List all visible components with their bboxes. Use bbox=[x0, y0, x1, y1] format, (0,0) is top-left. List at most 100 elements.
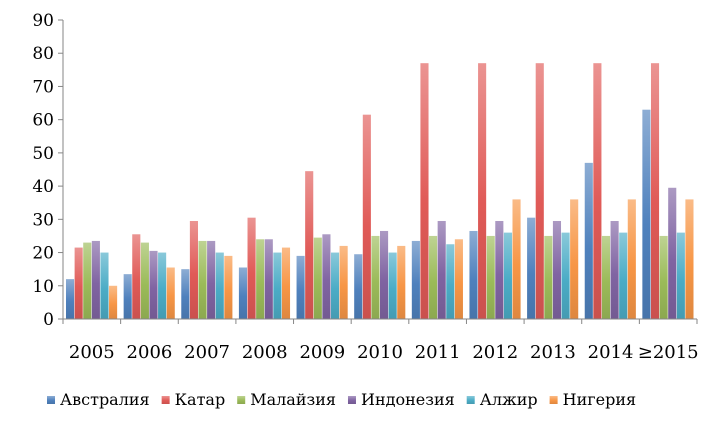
bar-Нигерия-2011 bbox=[454, 239, 463, 319]
bar-Малайзия-2009 bbox=[313, 237, 322, 319]
bar-Малайзия-2014 bbox=[601, 235, 611, 319]
bar-Нигерия-2013 bbox=[570, 199, 579, 319]
legend-swatch bbox=[549, 396, 558, 404]
legend-label: Малайзия bbox=[250, 390, 336, 409]
legend-item: Индонезия bbox=[347, 390, 455, 409]
bar-Алжир-2012 bbox=[503, 232, 512, 319]
bar-Индонезия-2014 bbox=[610, 220, 619, 319]
x-tick-labels: 2005 2006 2007 2008 2009 2010 2011 2012 2013 2014… bbox=[69, 342, 699, 363]
y-tick-label: 90 bbox=[32, 11, 54, 31]
bar-Алжир-2007 bbox=[215, 252, 224, 319]
legend-label: Катар bbox=[175, 390, 226, 409]
bar-Нигерия-2008 bbox=[281, 247, 291, 319]
legend-item: Австралия bbox=[47, 390, 150, 409]
y-tick-labels: 0 10 20 30 40 50 60 70 80 90 bbox=[32, 11, 54, 330]
bars bbox=[66, 63, 694, 320]
legend: Австралия Катар Малайзия Индонезия Алжир Ниге… bbox=[47, 390, 636, 409]
bar-Индонезия-2013 bbox=[552, 220, 562, 319]
bar-Алжир-2009 bbox=[330, 252, 340, 319]
bar-Катар-2012 bbox=[478, 63, 487, 319]
legend-swatch bbox=[347, 396, 356, 404]
bar-Австралия-≥2015 bbox=[642, 109, 651, 319]
bar-Индонезия-2011 bbox=[437, 220, 446, 319]
x-tick-label: 2009 bbox=[299, 342, 345, 363]
x-tick-label: 2007 bbox=[184, 342, 230, 363]
legend-item: Алжир bbox=[466, 390, 538, 409]
y-tick-label: 40 bbox=[32, 177, 54, 197]
x-tick-label: 2006 bbox=[127, 342, 173, 363]
bar-Катар-2010 bbox=[362, 114, 371, 320]
bar-Индонезия-2010 bbox=[380, 230, 389, 319]
bar-Австралия-2008 bbox=[238, 267, 248, 319]
legend-swatch bbox=[47, 396, 55, 404]
x-tick-label: 2005 bbox=[69, 342, 115, 363]
bar-Малайзия-2011 bbox=[429, 235, 438, 319]
bar-Австралия-2006 bbox=[123, 274, 132, 319]
axes bbox=[58, 19, 698, 324]
bar-Катар-2007 bbox=[189, 220, 198, 319]
bar-Алжир-2011 bbox=[446, 244, 455, 319]
bar-Катар-2014 bbox=[593, 63, 602, 319]
legend-item: Нигерия bbox=[549, 390, 636, 409]
legend-label: Индонезия bbox=[361, 390, 455, 409]
bar-Катар-2005 bbox=[74, 247, 83, 319]
legend-label: Австралия bbox=[60, 390, 150, 409]
bar-Катар-≥2015 bbox=[650, 63, 660, 319]
bar-Австралия-2014 bbox=[584, 162, 593, 319]
bar-Индонезия-2005 bbox=[91, 240, 100, 319]
bar-Австралия-2011 bbox=[411, 240, 420, 319]
bar-Австралия-2013 bbox=[527, 217, 536, 319]
x-tick-label: 2013 bbox=[530, 342, 576, 363]
legend-label: Алжир bbox=[480, 390, 538, 409]
x-tick-label: 2011 bbox=[415, 342, 461, 363]
bar-Катар-2008 bbox=[247, 217, 256, 319]
bar-Малайзия-2012 bbox=[486, 235, 495, 319]
bar-Малайзия-2010 bbox=[371, 235, 380, 319]
bar-Алжир-2010 bbox=[388, 252, 397, 319]
bar-Малайзия-≥2015 bbox=[659, 235, 668, 319]
x-tick-label: 2008 bbox=[242, 342, 288, 363]
legend-item: Катар bbox=[161, 390, 226, 409]
bar-Индонезия-2008 bbox=[264, 239, 273, 319]
bar-Малайзия-2007 bbox=[198, 240, 207, 319]
bar-Алжир-≥2015 bbox=[676, 232, 685, 319]
bar-Индонезия-2012 bbox=[495, 220, 504, 319]
bar-Индонезия-2009 bbox=[322, 234, 331, 319]
legend-swatch bbox=[161, 396, 170, 404]
bar-Катар-2013 bbox=[535, 63, 544, 319]
bar-Малайзия-2008 bbox=[256, 239, 265, 319]
bar-Малайзия-2013 bbox=[544, 235, 553, 319]
bar-Алжир-2008 bbox=[273, 252, 282, 319]
bar-Австралия-2005 bbox=[66, 279, 75, 319]
y-tick-label: 30 bbox=[32, 210, 54, 230]
x-tick-label: 2010 bbox=[357, 342, 403, 363]
bar-Индонезия-2007 bbox=[207, 240, 216, 319]
bar-Нигерия-2007 bbox=[224, 255, 233, 319]
bar-Австралия-2007 bbox=[181, 269, 190, 319]
y-tick-label: 50 bbox=[32, 144, 54, 164]
bar-Нигерия-2009 bbox=[339, 245, 348, 319]
bar-Нигерия-≥2015 bbox=[685, 199, 694, 319]
x-tick-label: 2012 bbox=[472, 342, 518, 363]
y-tick-label: 80 bbox=[32, 44, 54, 64]
bar-Нигерия-2006 bbox=[166, 267, 175, 319]
bar-Нигерия-2005 bbox=[109, 285, 118, 319]
bar-Нигерия-2014 bbox=[627, 199, 636, 319]
y-tick-label: 70 bbox=[32, 77, 54, 97]
x-tick-label: ≥2015 bbox=[638, 342, 699, 363]
legend-swatch bbox=[237, 396, 246, 404]
bar-Алжир-2006 bbox=[158, 252, 167, 319]
x-tick-label: 2014 bbox=[588, 342, 634, 363]
bar-Алжир-2014 bbox=[619, 232, 628, 319]
bar-Алжир-2013 bbox=[561, 232, 570, 319]
bar-Малайзия-2005 bbox=[83, 242, 92, 319]
y-tick-label: 0 bbox=[43, 310, 54, 330]
bar-Алжир-2005 bbox=[100, 252, 109, 319]
bar-Катар-2011 bbox=[420, 63, 429, 319]
bar-Нигерия-2012 bbox=[512, 199, 521, 319]
bar-Индонезия-≥2015 bbox=[668, 187, 677, 319]
bar-Австралия-2012 bbox=[469, 230, 478, 319]
bar-Катар-2009 bbox=[305, 171, 314, 319]
y-tick-label: 10 bbox=[32, 277, 54, 297]
